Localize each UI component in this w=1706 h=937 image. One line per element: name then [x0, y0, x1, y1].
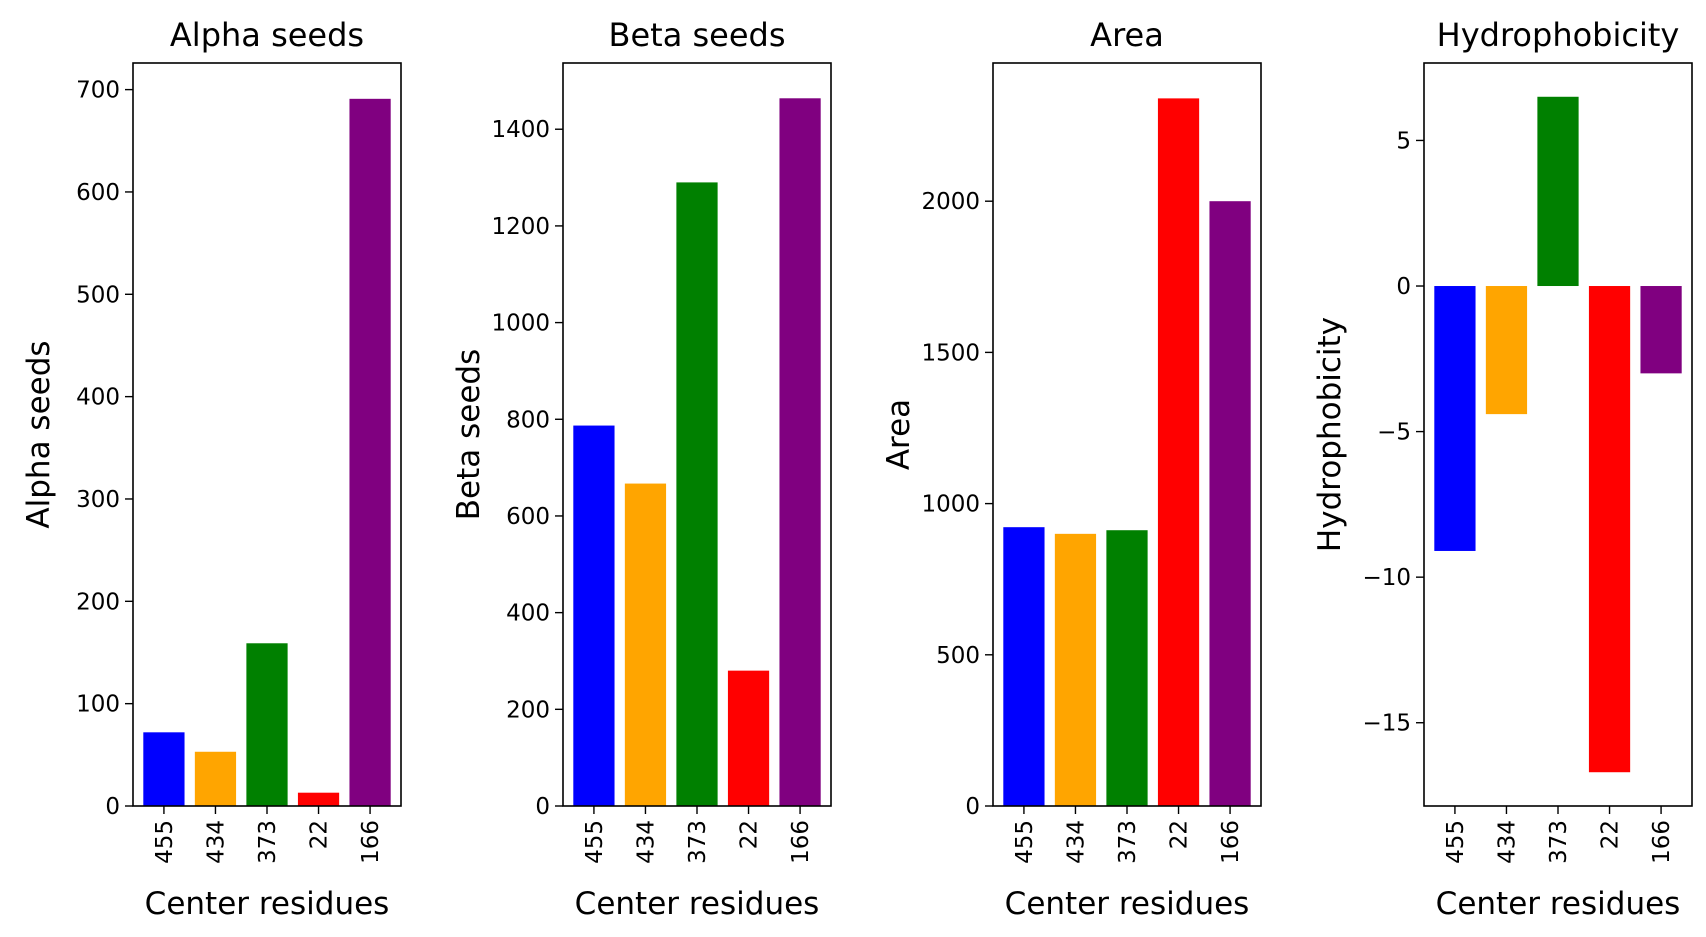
y-tick-label: 0 — [965, 794, 980, 820]
x-tick-label: 434 — [1494, 820, 1520, 864]
bar-434 — [624, 483, 667, 806]
bar-373 — [676, 182, 718, 806]
y-tick-label: 0 — [1396, 274, 1411, 300]
bar-455 — [1003, 527, 1045, 806]
x-tick-label: 434 — [1063, 820, 1089, 864]
bar-455 — [1434, 286, 1476, 551]
y-tick-label: −5 — [1377, 420, 1411, 446]
y-tick-label: 100 — [76, 692, 120, 718]
y-tick-label: 1000 — [491, 311, 550, 337]
y-tick-label: −15 — [1362, 711, 1411, 737]
y-tick-label: 500 — [936, 643, 980, 669]
y-tick-label: 5 — [1396, 128, 1411, 154]
bar-22 — [1588, 286, 1631, 773]
y-tick-label: 700 — [76, 78, 120, 104]
x-tick-label: 22 — [1598, 820, 1624, 849]
bar-166 — [1209, 201, 1251, 806]
x-tick-label: 22 — [1167, 820, 1193, 849]
x-axis-label: Center residues — [1005, 886, 1250, 922]
y-axis-label: Beta seeds — [451, 349, 487, 520]
y-tick-label: 800 — [506, 407, 550, 433]
bar-22 — [727, 670, 770, 806]
x-tick-label: 434 — [633, 820, 659, 864]
y-tick-label: 600 — [76, 180, 120, 206]
x-tick-label: 455 — [582, 820, 608, 864]
y-tick-label: −10 — [1362, 565, 1411, 591]
bar-373 — [1537, 96, 1579, 287]
y-tick-label: 600 — [506, 504, 550, 530]
chart-title: Beta seeds — [609, 16, 786, 54]
y-tick-label: 400 — [76, 385, 120, 411]
chart-title: Area — [1090, 16, 1164, 54]
x-tick-label: 166 — [1649, 820, 1675, 864]
chart-panel-3: 0 500 1000 1500 2000 455 434 373 22 166 Area Center… — [881, 16, 1262, 922]
x-tick-label: 22 — [737, 820, 763, 849]
x-tick-label: 22 — [307, 820, 333, 849]
y-tick-label: 1200 — [491, 214, 550, 240]
bar-166 — [779, 98, 821, 806]
bar-22 — [1157, 98, 1200, 806]
y-tick-label: 0 — [535, 794, 550, 820]
bar-434 — [1054, 533, 1097, 806]
x-tick-label: 166 — [1218, 820, 1244, 864]
x-tick-label: 455 — [1012, 820, 1038, 864]
bar-166 — [1640, 286, 1682, 374]
x-tick-label: 373 — [255, 820, 281, 864]
y-tick-label: 300 — [76, 487, 120, 513]
x-axis-label: Center residues — [145, 886, 390, 922]
bar-434 — [1485, 286, 1528, 415]
bar-22 — [297, 792, 340, 806]
chart-panel-1: 0 100 200 300 400 500 600 700 455 434 373 22 166 Alph… — [21, 16, 402, 922]
y-axis-label: Hydrophobicity — [1312, 317, 1348, 552]
chart-panel-4: −15 −10 −5 0 5 455 434 373 22 166 Hydrophobicity Ce… — [1312, 16, 1693, 922]
y-tick-label: 1000 — [921, 492, 980, 518]
bar-166 — [349, 98, 391, 806]
bar-455 — [573, 425, 615, 806]
chart-panel-2: 0 200 400 600 800 1000 1200 1400 455 434 373 22 166 B… — [451, 16, 832, 922]
x-axis-label: Center residues — [575, 886, 820, 922]
y-tick-label: 400 — [506, 601, 550, 627]
x-tick-label: 455 — [152, 820, 178, 864]
x-tick-label: 166 — [358, 820, 384, 864]
y-axis-label: Area — [881, 399, 917, 470]
x-tick-label: 373 — [685, 820, 711, 864]
bar-434 — [194, 751, 237, 806]
bar-455 — [143, 732, 185, 806]
y-axis-label: Alpha seeds — [21, 340, 57, 528]
x-tick-label: 373 — [1546, 820, 1572, 864]
x-tick-label: 455 — [1443, 820, 1469, 864]
bar-373 — [246, 643, 288, 806]
chart-title: Hydrophobicity — [1437, 16, 1680, 54]
y-tick-label: 1400 — [491, 117, 550, 143]
y-tick-label: 500 — [76, 282, 120, 308]
y-tick-label: 200 — [76, 589, 120, 615]
x-tick-label: 373 — [1115, 820, 1141, 864]
x-tick-label: 434 — [203, 820, 229, 864]
y-tick-label: 1500 — [921, 340, 980, 366]
chart-title: Alpha seeds — [170, 16, 364, 54]
y-tick-label: 2000 — [921, 189, 980, 215]
y-tick-label: 200 — [506, 697, 550, 723]
x-tick-label: 166 — [788, 820, 814, 864]
bar-373 — [1106, 530, 1148, 806]
x-axis-label: Center residues — [1436, 886, 1681, 922]
y-tick-label: 0 — [105, 794, 120, 820]
